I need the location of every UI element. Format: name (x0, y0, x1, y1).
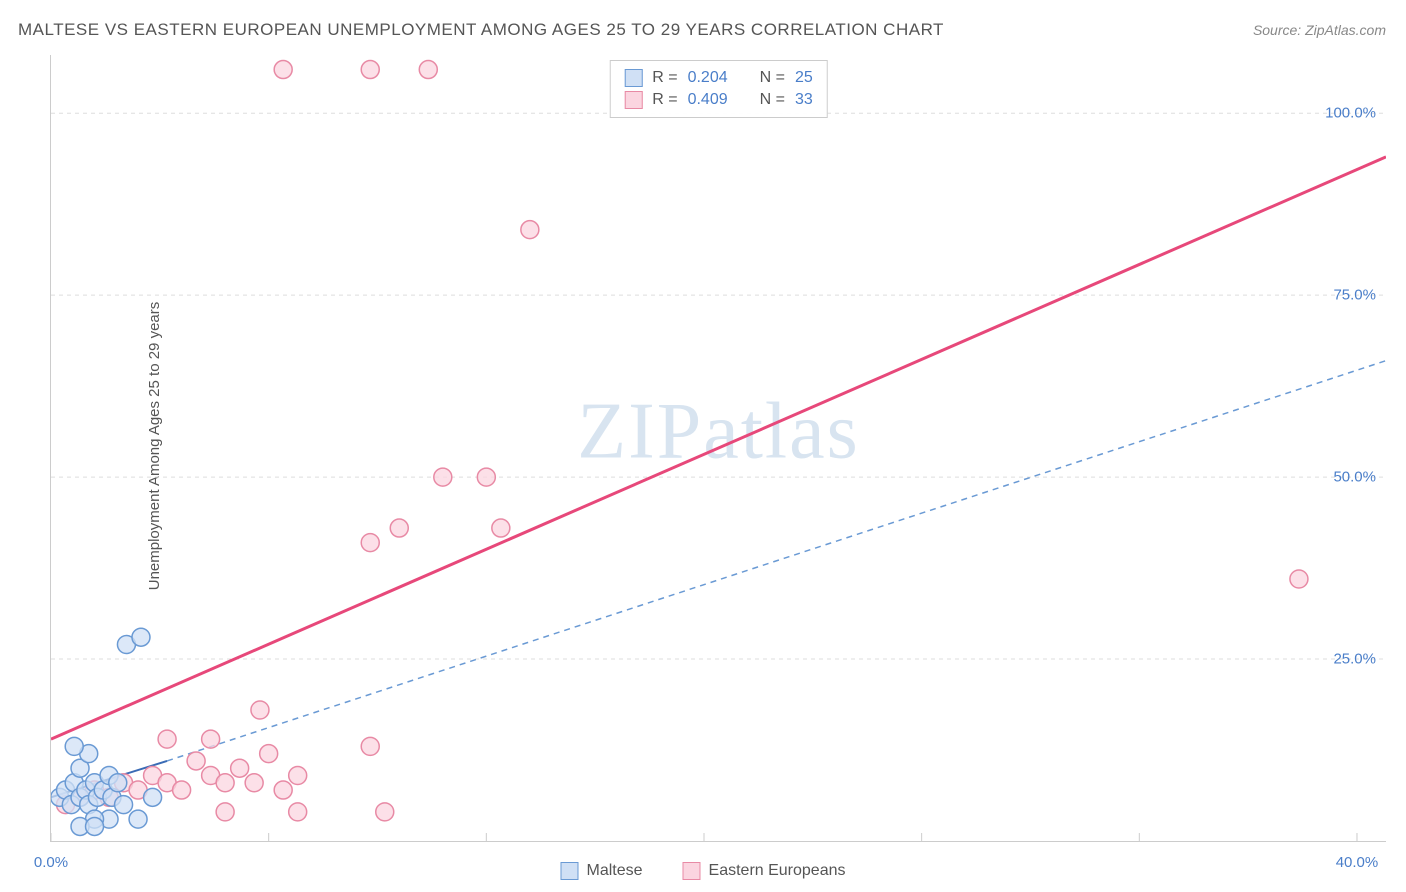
r-value: 0.204 (688, 69, 728, 87)
n-value: 33 (795, 91, 813, 109)
source-attribution: Source: ZipAtlas.com (1253, 22, 1386, 38)
legend-item: Eastern Europeans (683, 862, 846, 880)
y-tick-label: 50.0% (1333, 469, 1376, 486)
r-label: R = (652, 69, 677, 87)
n-label: N = (760, 91, 785, 109)
correlation-stats-box: R = 0.204 N = 25 R = 0.409 N = 33 (609, 60, 828, 118)
legend-swatch (560, 862, 578, 880)
series-swatch (624, 69, 642, 87)
n-value: 25 (795, 69, 813, 87)
legend-label: Maltese (586, 862, 642, 880)
r-label: R = (652, 91, 677, 109)
y-tick-label: 100.0% (1325, 105, 1376, 122)
x-tick-label: 40.0% (1336, 854, 1379, 871)
legend-swatch (683, 862, 701, 880)
plot-canvas (51, 55, 1386, 841)
series-swatch (624, 91, 642, 109)
r-value: 0.409 (688, 91, 728, 109)
y-tick-label: 75.0% (1333, 287, 1376, 304)
legend-label: Eastern Europeans (709, 862, 846, 880)
scatter-plot: ZIPatlas R = 0.204 N = 25 R = 0.409 N = … (50, 55, 1386, 842)
legend-item: Maltese (560, 862, 642, 880)
x-tick-label: 0.0% (34, 854, 68, 871)
legend: Maltese Eastern Europeans (560, 862, 845, 880)
stats-row: R = 0.409 N = 33 (624, 89, 813, 111)
chart-title: MALTESE VS EASTERN EUROPEAN UNEMPLOYMENT… (18, 20, 944, 40)
y-tick-label: 25.0% (1333, 651, 1376, 668)
stats-row: R = 0.204 N = 25 (624, 67, 813, 89)
n-label: N = (760, 69, 785, 87)
